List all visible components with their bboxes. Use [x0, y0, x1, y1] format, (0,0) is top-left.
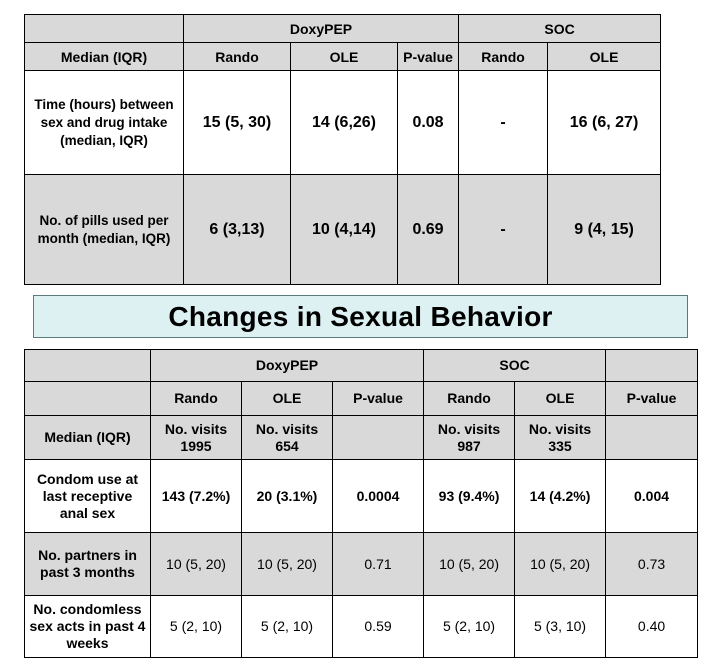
cell-pvalue: 0.69	[396, 174, 460, 285]
cell-doxy-rando: 10 (5, 20)	[150, 532, 242, 596]
cell-doxy-ole: 14 (6,26)	[290, 70, 398, 175]
cell-doxy-ole: 10 (4,14)	[290, 174, 398, 285]
adherence-table: DoxyPEP SOC Median (IQR) Rando OLE P-val…	[24, 14, 662, 285]
group-soc: SOC	[458, 14, 662, 43]
header-soc-ole: OLE	[547, 42, 662, 71]
row-label: No. of pills used per month (median, IQR…	[24, 174, 184, 285]
cell-doxy-ole: 20 (3.1%)	[241, 459, 333, 533]
header-doxy-ole: OLE	[290, 42, 398, 71]
table-row: Condom use at last receptive anal sex 14…	[24, 459, 699, 533]
table-row: No. partners in past 3 months 10 (5, 20)…	[24, 532, 699, 596]
header-soc-ole: OLE	[514, 381, 607, 416]
visits-doxy-ole: No. visits 654	[241, 415, 333, 460]
cell-pvalue: 0.08	[396, 70, 460, 175]
cell-soc-rando: -	[458, 70, 549, 175]
header-pvalue-soc: P-value	[605, 381, 699, 416]
header-doxy-rando: Rando	[183, 42, 291, 71]
header-pvalue-doxy: P-value	[331, 381, 425, 416]
empty-corner-cell	[24, 349, 151, 382]
header-doxy-rando: Rando	[150, 381, 242, 416]
cell-soc-ole: 9 (4, 15)	[547, 174, 662, 285]
group-soc: SOC	[423, 349, 607, 382]
cell-soc-rando: 10 (5, 20)	[423, 532, 516, 596]
cell-soc-rando: 93 (9.4%)	[423, 459, 516, 533]
cell-soc-ole: 16 (6, 27)	[547, 70, 662, 175]
empty-header-cell	[24, 381, 151, 416]
header-median-iqr: Median (IQR)	[24, 42, 184, 71]
cell-soc-ole: 5 (3, 10)	[514, 595, 607, 658]
row-label: No. partners in past 3 months	[24, 532, 151, 596]
sexual-behavior-table: DoxyPEP SOC Rando OLE P-value Rando OLE …	[24, 349, 699, 658]
cell-pvalue-doxy: 0.59	[331, 595, 425, 658]
visits-doxy-rando: No. visits 1995	[150, 415, 242, 460]
empty-header-cell	[331, 415, 425, 460]
cell-doxy-rando: 5 (2, 10)	[150, 595, 242, 658]
visits-header-row: Median (IQR) No. visits 1995 No. visits …	[24, 415, 699, 460]
section-title: Changes in Sexual Behavior	[168, 300, 553, 332]
cell-doxy-ole: 5 (2, 10)	[241, 595, 333, 658]
group-header-row: DoxyPEP SOC	[24, 14, 662, 43]
visits-soc-rando: No. visits 987	[423, 415, 516, 460]
cell-pvalue-soc: 0.73	[605, 532, 699, 596]
row-label: Condom use at last receptive anal sex	[24, 459, 151, 533]
header-median-iqr: Median (IQR)	[24, 415, 151, 460]
group-header-row: DoxyPEP SOC	[24, 349, 699, 382]
empty-header-cell	[605, 349, 699, 382]
cell-pvalue-soc: 0.40	[605, 595, 699, 658]
header-soc-rando: Rando	[458, 42, 549, 71]
row-label: No. condomless sex acts in past 4 weeks	[24, 595, 151, 658]
visits-soc-ole: No. visits 335	[514, 415, 607, 460]
cell-soc-ole: 14 (4.2%)	[514, 459, 607, 533]
cell-soc-ole: 10 (5, 20)	[514, 532, 607, 596]
cell-pvalue-soc: 0.004	[605, 459, 699, 533]
header-pvalue: P-value	[396, 42, 460, 71]
cell-pvalue-doxy: 0.71	[331, 532, 425, 596]
group-doxypep: DoxyPEP	[149, 349, 425, 382]
section-title-banner: Changes in Sexual Behavior	[33, 295, 688, 338]
cell-doxy-rando: 143 (7.2%)	[150, 459, 242, 533]
group-doxypep: DoxyPEP	[182, 14, 460, 43]
empty-header-cell	[605, 415, 699, 460]
cell-doxy-rando: 15 (5, 30)	[183, 70, 291, 175]
cell-soc-rando: -	[458, 174, 549, 285]
cell-pvalue-doxy: 0.0004	[331, 459, 425, 533]
table-row: No. condomless sex acts in past 4 weeks …	[24, 595, 699, 658]
table-row: No. of pills used per month (median, IQR…	[24, 174, 662, 285]
column-header-row: Median (IQR) Rando OLE P-value Rando OLE	[24, 42, 662, 71]
table-row: Time (hours) between sex and drug intake…	[24, 70, 662, 175]
header-soc-rando: Rando	[423, 381, 516, 416]
cell-doxy-rando: 6 (3,13)	[183, 174, 291, 285]
cell-soc-rando: 5 (2, 10)	[423, 595, 516, 658]
header-doxy-ole: OLE	[241, 381, 333, 416]
row-label: Time (hours) between sex and drug intake…	[24, 70, 184, 175]
cell-doxy-ole: 10 (5, 20)	[241, 532, 333, 596]
column-header-row: Rando OLE P-value Rando OLE P-value	[24, 381, 699, 416]
empty-corner-cell	[24, 14, 184, 43]
